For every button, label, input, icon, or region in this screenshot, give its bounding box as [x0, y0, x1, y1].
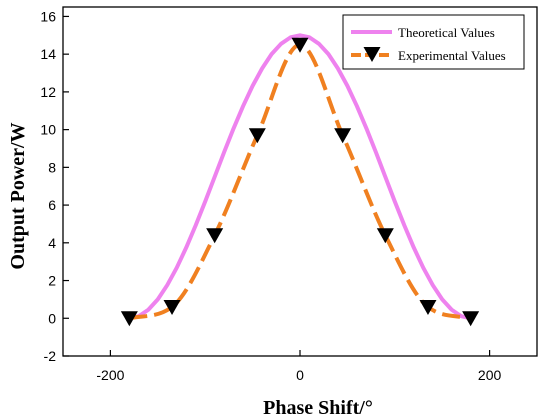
y-tick-label: 6 [48, 197, 56, 213]
experimental-point [206, 228, 224, 244]
x-tick-label: -200 [96, 367, 124, 383]
experimental-point [248, 128, 266, 144]
experimental-point [120, 311, 138, 327]
y-tick-label: 12 [40, 84, 56, 100]
y-tick-label: 4 [48, 235, 56, 251]
x-axis-title: Phase Shift/° [263, 397, 373, 419]
experimental-values-line [128, 42, 472, 321]
experimental-point [163, 299, 181, 315]
experimental-point [334, 128, 352, 144]
experimental-point [462, 311, 480, 327]
legend-box [342, 14, 525, 70]
legend-experimental-marker [363, 47, 381, 62]
experimental-point [376, 228, 394, 244]
legend: Theoretical Values Experimental Values [342, 14, 525, 70]
experimental-point [291, 37, 309, 53]
y-tick-label: 8 [48, 159, 56, 175]
x-tick-label: 200 [478, 367, 502, 383]
x-tick-label: 0 [296, 367, 304, 383]
y-tick-label: 10 [40, 122, 56, 138]
y-axis-title: Output Power/W [7, 122, 29, 269]
legend-theoretical-label: Theoretical Values [398, 25, 495, 40]
legend-experimental-label: Experimental Values [398, 48, 506, 63]
y-tick-label: 0 [48, 310, 56, 326]
y-tick-label: 16 [40, 8, 56, 24]
y-tick-label: 14 [40, 46, 56, 62]
y-tick-label: 2 [48, 273, 56, 289]
theoretical-values-line [128, 33, 472, 321]
y-tick-label: -2 [44, 348, 57, 364]
experimental-point [419, 299, 437, 315]
